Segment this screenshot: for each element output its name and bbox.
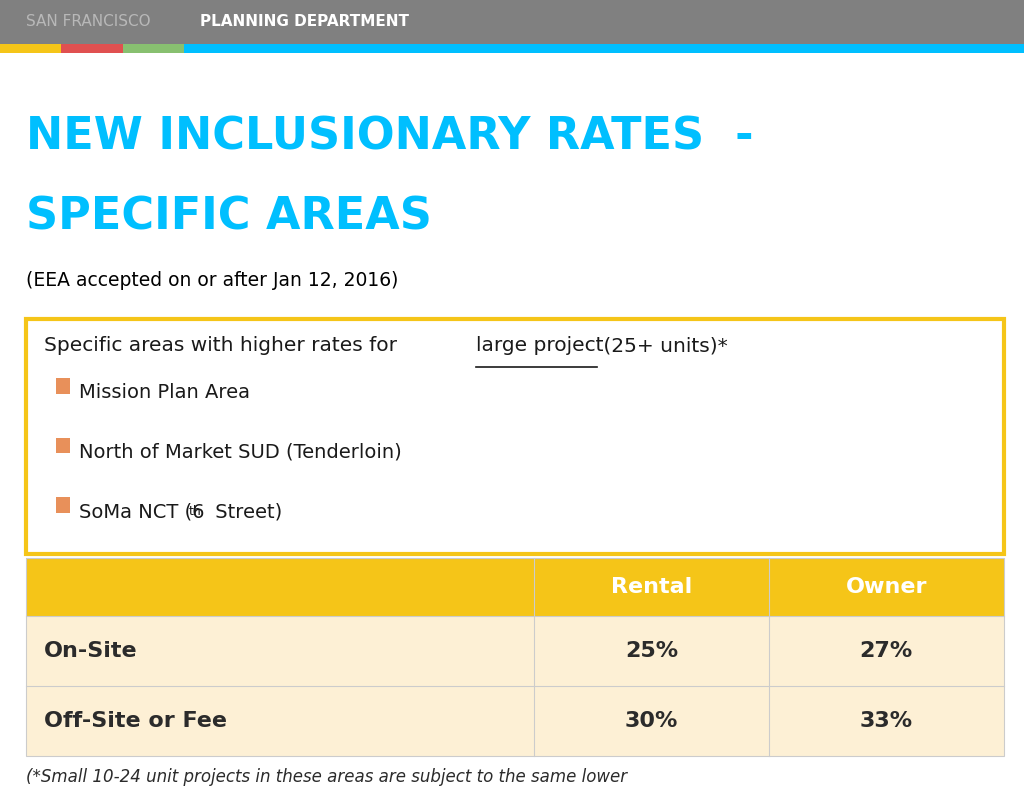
Bar	[0, 0, 1024, 44]
Bar	[61, 44, 123, 53]
Text: SAN FRANCISCO: SAN FRANCISCO	[26, 14, 155, 29]
Text: North of Market SUD (Tenderloin): North of Market SUD (Tenderloin)	[79, 442, 401, 461]
Text: SoMa NCT (6: SoMa NCT (6	[79, 502, 205, 521]
Text: On-Site: On-Site	[44, 641, 137, 662]
Text: Street): Street)	[209, 502, 283, 521]
Bar	[26, 319, 1004, 554]
Text: 25%: 25%	[625, 641, 678, 662]
Text: (25+ units)*: (25+ units)*	[597, 336, 728, 355]
Bar	[26, 558, 1004, 756]
Bar	[26, 686, 1004, 756]
Bar	[26, 616, 1004, 686]
Bar	[123, 44, 184, 53]
Text: 27%: 27%	[859, 641, 912, 662]
Text: 30%: 30%	[625, 711, 678, 732]
Text: Off-Site or Fee: Off-Site or Fee	[44, 711, 227, 732]
Bar	[56, 438, 70, 453]
Text: Specific areas with higher rates for: Specific areas with higher rates for	[44, 336, 403, 355]
Text: Rental: Rental	[611, 577, 692, 597]
Text: NEW INCLUSIONARY RATES  -: NEW INCLUSIONARY RATES -	[26, 116, 753, 159]
Text: (*Small 10-24 unit projects in these areas are subject to the same lower: (*Small 10-24 unit projects in these are…	[26, 768, 627, 787]
Bar	[184, 44, 1024, 53]
Text: (EEA accepted on or after Jan 12, 2016): (EEA accepted on or after Jan 12, 2016)	[26, 271, 398, 290]
Bar	[56, 497, 70, 513]
Bar	[0, 44, 61, 53]
Text: Owner: Owner	[846, 577, 927, 597]
Bar	[56, 378, 70, 394]
Text: SPECIFIC AREAS: SPECIFIC AREAS	[26, 195, 431, 238]
Text: PLANNING DEPARTMENT: PLANNING DEPARTMENT	[200, 14, 409, 29]
Text: Mission Plan Area: Mission Plan Area	[79, 383, 250, 402]
Text: 33%: 33%	[859, 711, 912, 732]
Text: th: th	[188, 505, 201, 517]
Text: large project: large project	[476, 336, 604, 355]
Bar	[26, 558, 1004, 616]
